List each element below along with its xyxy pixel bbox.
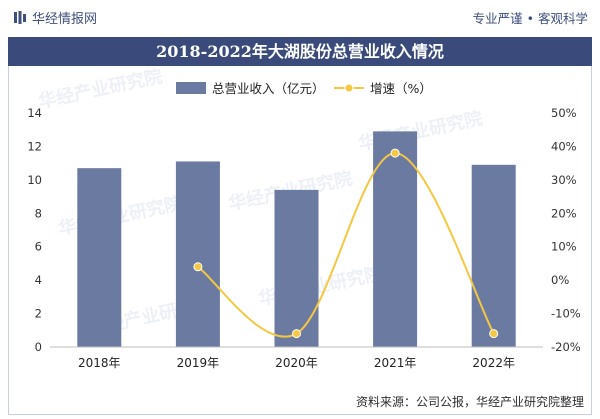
top-bar: 华经情报网 专业严谨 • 客观科学 bbox=[0, 0, 600, 34]
growth-point-2 bbox=[193, 262, 203, 272]
bar-revenue-3 bbox=[274, 189, 319, 347]
bar-revenue-5 bbox=[471, 164, 516, 347]
brand: 华经情报网 bbox=[14, 8, 97, 27]
brand-logo-icon bbox=[14, 10, 26, 24]
bar-revenue-4 bbox=[373, 131, 418, 347]
growth-point-3 bbox=[292, 329, 301, 339]
legend-marker-growth bbox=[344, 83, 354, 93]
brand-name: 华经情报网 bbox=[32, 11, 98, 27]
x-tick-label: 2022年 bbox=[472, 356, 515, 370]
y-right-tick-label: 10% bbox=[551, 240, 577, 254]
legend-swatch-revenue bbox=[176, 82, 206, 94]
y-right-tick-label: 30% bbox=[551, 173, 577, 187]
y-left-tick-label: 0 bbox=[35, 340, 42, 354]
growth-point-4 bbox=[390, 148, 400, 158]
source-note: 资料来源：公司公报，华经产业研究院整理 bbox=[355, 395, 584, 409]
chart-frame bbox=[8, 66, 592, 415]
growth-line bbox=[197, 152, 495, 338]
y-left-tick-label: 2 bbox=[35, 307, 42, 321]
legend-label-growth: 增速（%） bbox=[370, 81, 432, 96]
y-right-tick-label: -20% bbox=[551, 340, 581, 354]
x-tick-label: 2021年 bbox=[374, 356, 417, 370]
x-tick-label: 2018年 bbox=[78, 356, 121, 370]
y-left-tick-label: 8 bbox=[35, 206, 42, 220]
bar-revenue-1 bbox=[77, 168, 122, 347]
y-right-tick-label: 50% bbox=[551, 106, 577, 120]
y-right-tick-label: 40% bbox=[551, 139, 577, 153]
y-right-tick-label: 0% bbox=[551, 273, 569, 287]
bar-revenue-2 bbox=[175, 161, 220, 347]
y-left-tick-label: 4 bbox=[35, 273, 42, 287]
tagline: 专业严谨 • 客观科学 bbox=[472, 10, 588, 26]
y-right-tick-label: 20% bbox=[551, 206, 577, 220]
watermark-text: 华经产业研究院 bbox=[36, 65, 164, 113]
y-left-tick-label: 14 bbox=[27, 106, 42, 120]
y-left-tick-label: 12 bbox=[27, 139, 42, 153]
growth-point-5 bbox=[489, 329, 499, 339]
y-left-tick-label: 6 bbox=[35, 240, 42, 254]
chart-title: 2018-2022年大湖股份总营业收入情况 bbox=[8, 37, 592, 66]
x-tick-label: 2020年 bbox=[275, 356, 318, 370]
y-left-tick-label: 10 bbox=[27, 173, 42, 187]
legend-label-revenue: 总营业收入（亿元） bbox=[212, 81, 325, 96]
x-tick-label: 2019年 bbox=[177, 356, 220, 370]
y-right-tick-label: -10% bbox=[551, 307, 581, 321]
